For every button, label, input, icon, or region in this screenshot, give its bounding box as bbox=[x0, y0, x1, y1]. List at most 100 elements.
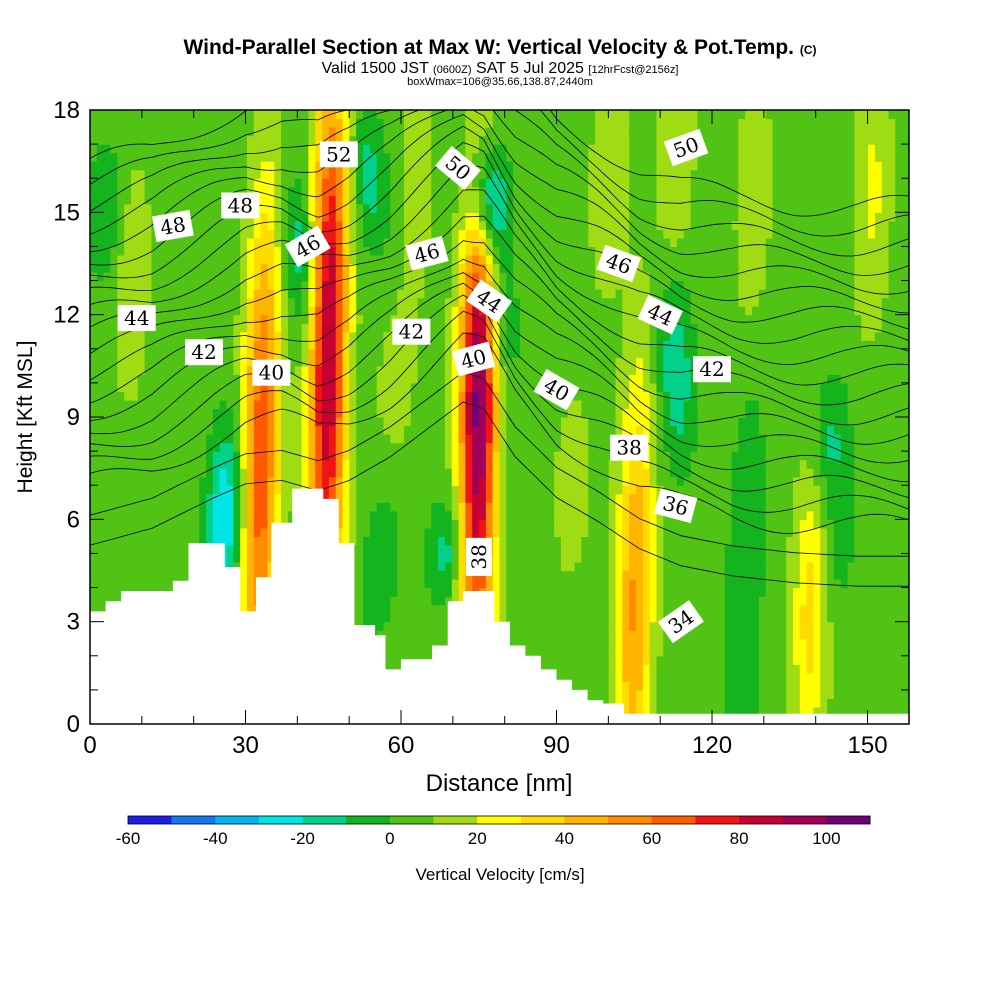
w-cell bbox=[212, 442, 221, 452]
w-cell bbox=[676, 698, 685, 708]
w-cell bbox=[799, 391, 808, 401]
w-cell bbox=[96, 485, 105, 495]
w-cell bbox=[608, 655, 617, 665]
w-cell bbox=[833, 613, 842, 623]
w-cell bbox=[806, 374, 815, 384]
w-cell bbox=[363, 502, 371, 512]
w-cell bbox=[697, 561, 705, 572]
w-cell bbox=[629, 493, 637, 503]
w-cell bbox=[472, 434, 480, 444]
w-cell bbox=[567, 630, 576, 640]
w-cell bbox=[683, 706, 692, 717]
w-cell bbox=[656, 681, 664, 691]
w-cell bbox=[792, 604, 801, 614]
w-cell bbox=[560, 468, 569, 478]
w-cell bbox=[629, 698, 637, 708]
w-cell bbox=[335, 485, 344, 495]
w-cell bbox=[765, 510, 774, 520]
w-cell bbox=[574, 536, 582, 546]
w-cell bbox=[581, 630, 589, 640]
w-cell bbox=[240, 502, 248, 512]
w-cell bbox=[274, 417, 282, 427]
w-cell bbox=[117, 374, 125, 384]
w-cell bbox=[90, 527, 98, 537]
w-cell bbox=[526, 613, 535, 623]
w-cell bbox=[192, 434, 200, 444]
w-cell bbox=[772, 502, 780, 512]
w-cell bbox=[752, 374, 760, 384]
w-cell bbox=[615, 399, 623, 410]
w-cell bbox=[226, 544, 234, 555]
w-cell bbox=[444, 442, 453, 452]
w-cell bbox=[485, 417, 494, 427]
w-cell bbox=[806, 459, 815, 469]
w-cell bbox=[690, 655, 699, 665]
w-cell bbox=[779, 604, 787, 614]
w-cell bbox=[178, 544, 187, 555]
w-cell bbox=[451, 451, 460, 461]
w-cell bbox=[738, 655, 746, 665]
w-cell bbox=[772, 672, 780, 682]
w-cell bbox=[854, 698, 862, 708]
w-cell bbox=[881, 672, 890, 682]
w-cell bbox=[287, 451, 296, 461]
w-cell bbox=[724, 527, 733, 537]
w-cell bbox=[615, 570, 623, 580]
w-cell bbox=[711, 425, 719, 435]
w-cell bbox=[779, 621, 787, 631]
w-cell bbox=[294, 382, 303, 393]
w-cell bbox=[431, 468, 439, 478]
w-cell bbox=[758, 510, 767, 520]
w-cell bbox=[895, 527, 903, 537]
w-cell bbox=[820, 664, 828, 674]
w-cell bbox=[636, 399, 644, 410]
w-cell bbox=[219, 374, 228, 384]
w-cell bbox=[765, 672, 774, 682]
w-cell bbox=[185, 442, 193, 452]
w-cell bbox=[690, 672, 699, 682]
w-cell bbox=[649, 374, 658, 384]
w-cell bbox=[758, 561, 767, 572]
w-cell bbox=[199, 519, 207, 529]
w-cell bbox=[226, 459, 234, 469]
w-cell bbox=[758, 476, 767, 486]
w-cell bbox=[424, 468, 432, 478]
w-cell bbox=[717, 655, 726, 665]
w-cell bbox=[417, 468, 426, 478]
w-cell bbox=[308, 365, 316, 375]
w-cell bbox=[622, 698, 630, 708]
w-cell bbox=[417, 485, 426, 495]
w-cell bbox=[779, 681, 787, 691]
w-cell bbox=[663, 570, 671, 580]
w-cell bbox=[881, 596, 890, 606]
w-cell bbox=[206, 476, 214, 486]
w-cell bbox=[676, 391, 685, 401]
w-cell bbox=[820, 587, 828, 597]
w-cell bbox=[335, 408, 344, 418]
w-cell bbox=[390, 579, 398, 589]
w-cell bbox=[322, 391, 330, 401]
w-cell bbox=[165, 425, 173, 435]
w-cell bbox=[417, 519, 426, 529]
w-cell bbox=[902, 596, 909, 606]
w-cell bbox=[383, 561, 391, 572]
w-cell bbox=[151, 561, 159, 572]
w-cell bbox=[717, 399, 726, 410]
w-cell bbox=[144, 425, 153, 435]
w-cell bbox=[854, 468, 862, 478]
w-cell bbox=[656, 544, 664, 555]
w-cell bbox=[151, 365, 159, 375]
w-cell bbox=[274, 442, 282, 452]
w-cell bbox=[724, 587, 733, 597]
w-cell bbox=[840, 476, 849, 486]
w-cell bbox=[772, 681, 780, 691]
w-cell bbox=[874, 510, 883, 520]
w-cell bbox=[656, 408, 664, 418]
w-cell bbox=[533, 408, 542, 418]
w-cell bbox=[676, 425, 685, 435]
w-cell bbox=[192, 382, 200, 393]
w-cell bbox=[519, 493, 528, 503]
w-cell bbox=[649, 596, 658, 606]
w-cell bbox=[431, 579, 439, 589]
w-cell bbox=[833, 672, 842, 682]
